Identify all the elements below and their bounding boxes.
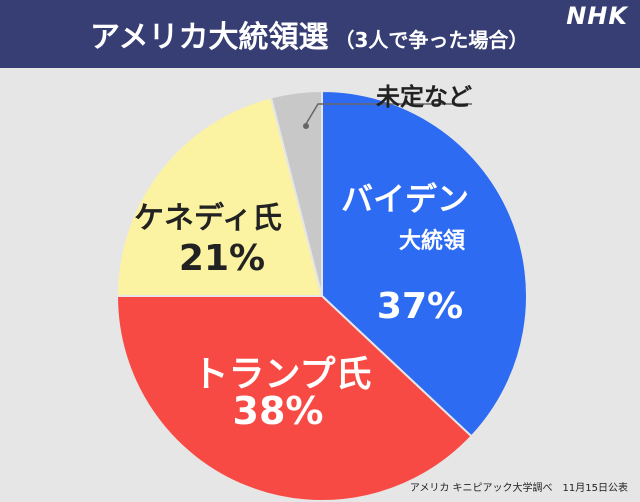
slice-name-label: ケネディ氏 (134, 201, 282, 236)
slice-value-label: 21% (179, 238, 265, 279)
slice-name-label: トランプ氏 (193, 354, 372, 395)
leader-dot (303, 123, 309, 129)
page-title: アメリカ大統領選 （3人で争った場合） (90, 12, 528, 56)
title-main: アメリカ大統領選 (90, 20, 329, 55)
nhk-logo: NHK (566, 2, 628, 30)
pie-slice (115, 295, 473, 502)
pie-slice (115, 96, 324, 297)
title-subtitle: （3人で争った場合） (334, 28, 529, 52)
slice-value-label: 37% (377, 286, 463, 327)
leader-line (305, 103, 472, 125)
slice-sub-label: 大統領 (399, 228, 466, 254)
slice-name-label: バイデン (341, 180, 469, 218)
slice-value-label: 38% (233, 389, 324, 433)
source-note: アメリカ キニピアック大学調べ 11月15日公表 (409, 483, 628, 494)
pie-slice (321, 89, 528, 438)
slice-name-label: 未定など (376, 83, 472, 111)
pie-slice (269, 89, 323, 297)
header-bar: アメリカ大統領選 （3人で争った場合） NHK (0, 0, 640, 68)
